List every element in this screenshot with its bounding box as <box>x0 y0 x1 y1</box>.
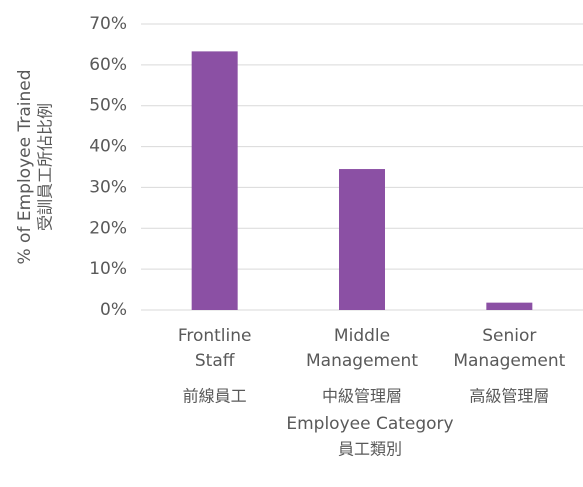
bar <box>486 302 533 310</box>
x-tick-label: Staff <box>195 351 236 371</box>
y-tick-label: 20% <box>89 218 127 238</box>
x-axis-title: Employee Category <box>286 414 453 434</box>
y-tick-label: 70% <box>89 14 127 34</box>
y-tick-label: 0% <box>100 300 127 320</box>
y-tick-label: 30% <box>89 177 127 197</box>
y-axis-title: 受訓員工所佔比例 <box>36 103 55 231</box>
y-axis-title: % of Employee Trained <box>15 70 35 265</box>
x-tick-label: 高級管理層 <box>469 387 549 406</box>
y-tick-label: 40% <box>89 137 127 157</box>
y-tick-label: 50% <box>89 96 127 116</box>
x-tick-label: Management <box>306 351 418 371</box>
x-tick-label: Frontline <box>178 326 252 346</box>
x-tick-label: Middle <box>334 326 390 346</box>
x-tick-label: 中級管理層 <box>322 387 402 406</box>
x-axis-title: 員工類別 <box>338 440 402 459</box>
bar <box>191 51 238 310</box>
x-tick-label: Senior <box>482 326 536 346</box>
x-tick-label: 前線員工 <box>183 387 247 406</box>
x-tick-label: Management <box>453 351 565 371</box>
y-tick-label: 60% <box>89 55 127 75</box>
y-tick-label: 10% <box>89 259 127 279</box>
bar <box>339 169 385 310</box>
y-axis-title-group: % of Employee Trained 受訓員工所佔比例 <box>15 70 55 265</box>
